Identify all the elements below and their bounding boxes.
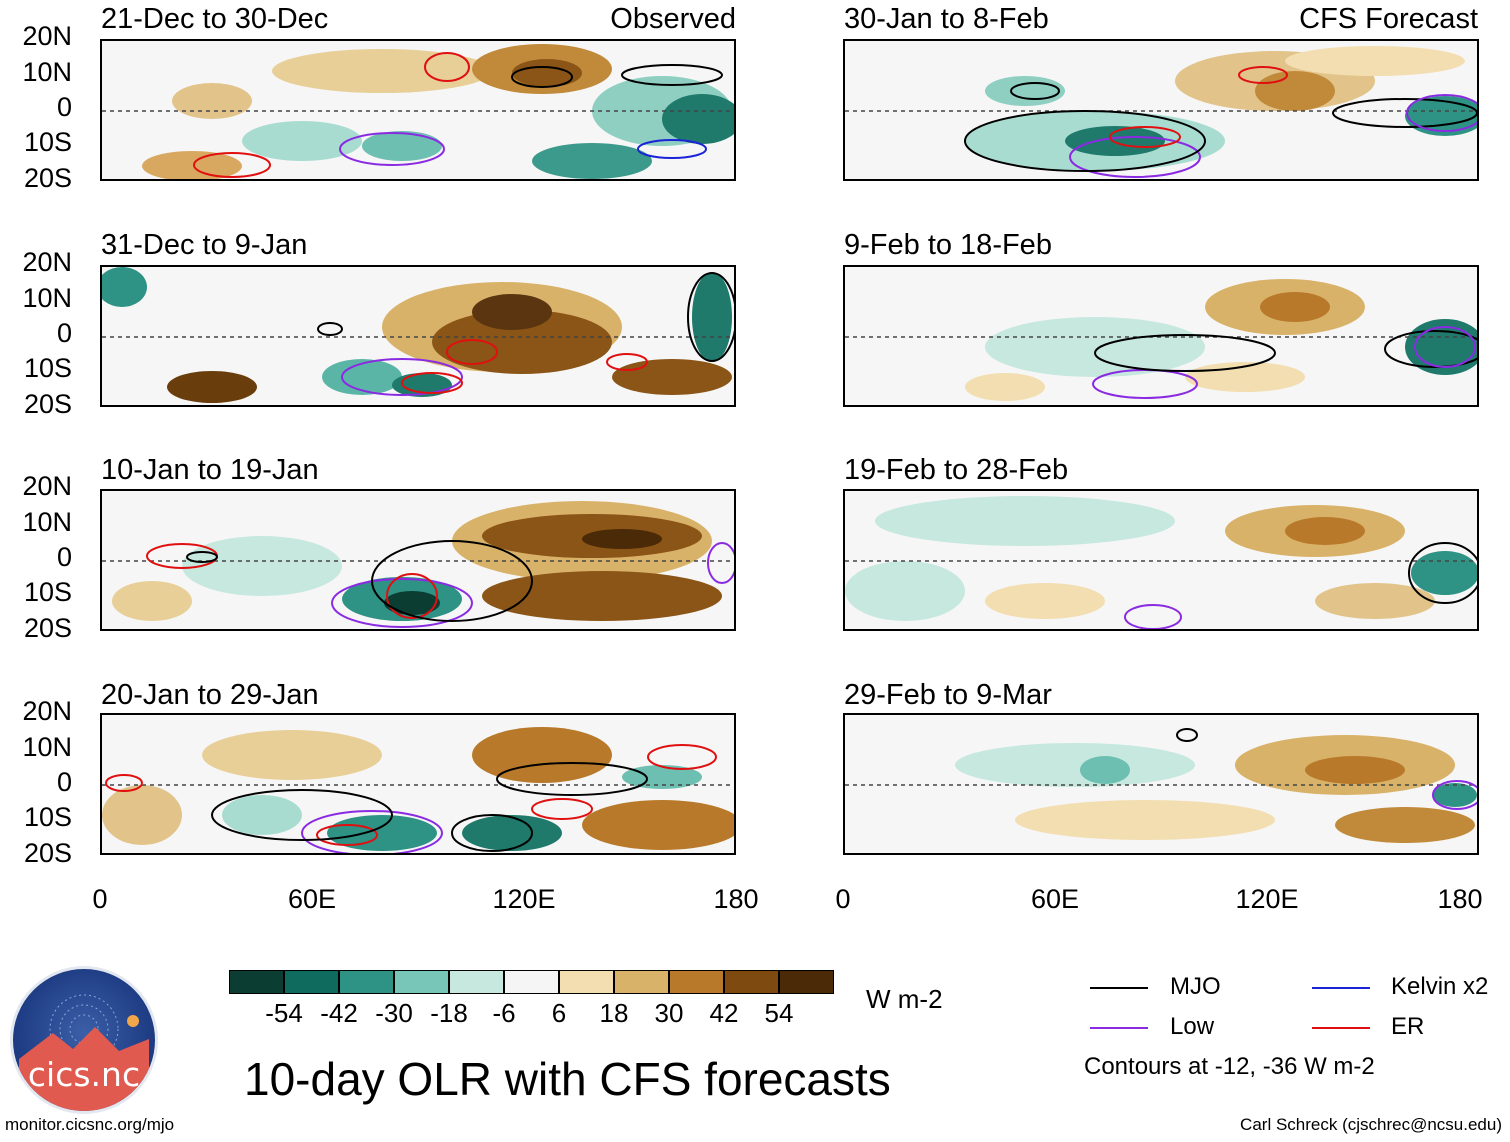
lon-label: 60E [1030, 884, 1080, 914]
legend-label-low: Low [1170, 1013, 1215, 1040]
map-panel-obs-2 [100, 265, 736, 407]
map-panel-obs-3 [100, 489, 736, 631]
panel-title-fcst-2: 9-Feb to 18-Feb [844, 229, 1052, 261]
colorbar-swatch [669, 970, 724, 994]
colorbar-units: W m-2 [866, 984, 943, 1014]
legend-line-mjo [1090, 987, 1148, 989]
lon-label: 180 [713, 884, 759, 914]
colorbar-swatch [229, 970, 284, 994]
map-panel-fcst-3 [843, 489, 1479, 631]
colorbar-tick-label: 6 [551, 998, 567, 1028]
lat-label: 20N [22, 247, 72, 277]
lat-label: 10S [23, 802, 72, 832]
figure-title: 10-day OLR with CFS forecasts [244, 1053, 891, 1105]
colorbar-tick-label: -18 [430, 998, 468, 1028]
legend-label-er: ER [1391, 1013, 1425, 1040]
lat-label: 20N [22, 21, 72, 51]
source-url[interactable]: monitor.cicsnc.org/mjo [5, 1115, 175, 1134]
lat-label: 10N [22, 507, 72, 537]
lon-label: 120E [492, 884, 556, 914]
lat-label: 10S [23, 577, 72, 607]
map-panel-obs-4 [100, 713, 736, 855]
colorbar-tick-label: -6 [492, 998, 516, 1028]
legend-line-low [1090, 1027, 1148, 1029]
legend-line-kelvin [1312, 987, 1370, 989]
panel-title-fcst-4: 29-Feb to 9-Mar [844, 679, 1052, 711]
colorbar-swatch [559, 970, 614, 994]
forecast-label: CFS Forecast [1299, 3, 1478, 35]
panel-title-obs-2: 31-Dec to 9-Jan [101, 229, 308, 261]
colorbar-tick-label: -54 [265, 998, 303, 1028]
panel-title-obs-4: 20-Jan to 29-Jan [101, 679, 319, 711]
logo-text: cics.nc [27, 1055, 141, 1094]
map-panel-fcst-4 [843, 713, 1479, 855]
map-panel-fcst-2 [843, 265, 1479, 407]
legend-label-kelvin: Kelvin x2 [1391, 973, 1489, 1000]
colorbar-swatch [284, 970, 339, 994]
colorbar-swatch [394, 970, 449, 994]
map-panel-fcst-1 [843, 39, 1479, 181]
lat-label: 0 [56, 92, 72, 122]
credit: Carl Schreck (cjschrec@ncsu.edu) [1240, 1115, 1502, 1134]
lat-label: 0 [56, 767, 72, 797]
cics-logo: cics.nc [10, 966, 158, 1114]
colorbar-swatch [614, 970, 669, 994]
colorbar-tick-label: 42 [709, 998, 739, 1028]
lat-label: 20S [23, 163, 72, 193]
colorbar-tick-label: -30 [375, 998, 413, 1028]
lat-label: 0 [56, 318, 72, 348]
lat-label: 10N [22, 57, 72, 87]
panel-title-fcst-1: 30-Jan to 8-Feb [844, 3, 1049, 35]
lon-label: 60E [287, 884, 337, 914]
lat-label: 0 [56, 542, 72, 572]
lat-label: 10N [22, 732, 72, 762]
legend-note: Contours at -12, -36 W m-2 [1084, 1053, 1375, 1080]
colorbar-tick-label: 54 [764, 998, 794, 1028]
lon-label: 0 [92, 884, 108, 914]
legend-label-mjo: MJO [1170, 973, 1221, 1000]
lat-label: 20S [23, 838, 72, 868]
lat-label: 20S [23, 613, 72, 643]
lat-label: 20N [22, 696, 72, 726]
colorbar-tick-label: -42 [320, 998, 358, 1028]
colorbar-tick-label: 18 [599, 998, 629, 1028]
lat-label: 20N [22, 471, 72, 501]
lon-label: 180 [1437, 884, 1483, 914]
lon-label: 120E [1235, 884, 1299, 914]
lat-label: 20S [23, 389, 72, 419]
panel-title-fcst-3: 19-Feb to 28-Feb [844, 454, 1069, 486]
legend-line-er [1312, 1027, 1370, 1029]
panel-title-obs-1: 21-Dec to 30-Dec [101, 3, 329, 35]
observed-label: Observed [610, 3, 736, 35]
lat-label: 10N [22, 283, 72, 313]
map-panel-obs-1 [100, 39, 736, 181]
lat-label: 10S [23, 353, 72, 383]
lat-label: 10S [23, 127, 72, 157]
colorbar-swatch [779, 970, 834, 994]
colorbar-swatch [504, 970, 559, 994]
colorbar-swatch [339, 970, 394, 994]
colorbar-swatch [724, 970, 779, 994]
lon-label: 0 [835, 884, 851, 914]
panel-title-obs-3: 10-Jan to 19-Jan [101, 454, 319, 486]
colorbar-swatch [449, 970, 504, 994]
colorbar-tick-label: 30 [654, 998, 684, 1028]
